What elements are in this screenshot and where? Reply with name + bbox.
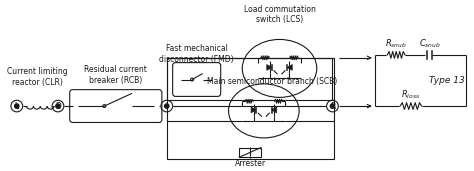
Text: D: D [55,102,61,111]
Text: Load commutation
switch (LCS): Load commutation switch (LCS) [244,5,316,24]
Polygon shape [267,64,272,70]
Polygon shape [251,107,256,113]
Bar [239,148,261,157]
Text: $C_{snub}$: $C_{snub}$ [419,38,440,50]
Circle shape [15,104,19,108]
Text: L: L [15,102,19,111]
Circle shape [164,104,169,108]
Polygon shape [272,107,276,113]
Text: Fast mechanical
disconnector (FMD): Fast mechanical disconnector (FMD) [159,44,234,64]
Text: Residual current
breaker (RCB): Residual current breaker (RCB) [84,65,147,85]
Circle shape [56,104,60,108]
Polygon shape [287,64,292,70]
Circle shape [330,104,335,108]
Text: $R_{loss}$: $R_{loss}$ [401,89,420,101]
Text: Current limiting
reactor (CLR): Current limiting reactor (CLR) [7,67,68,87]
Text: Arrester: Arrester [235,159,265,168]
Text: $R_{snub}$: $R_{snub}$ [385,38,407,50]
Text: R: R [330,102,335,111]
Text: Main semiconductor branch (SCB): Main semiconductor branch (SCB) [207,77,337,86]
Text: Type 13: Type 13 [428,76,464,85]
Text: I: I [165,102,168,111]
Bar [167,58,335,159]
